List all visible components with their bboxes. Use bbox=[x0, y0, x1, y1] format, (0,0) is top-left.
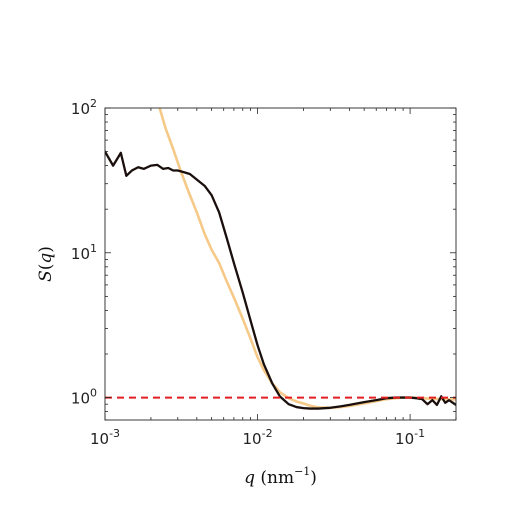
x-tick-label: 10-1 bbox=[395, 427, 425, 448]
series-layer bbox=[105, 108, 456, 410]
y-tick-label: 102 bbox=[71, 97, 97, 118]
series-line-2 bbox=[105, 150, 456, 410]
x-axis-label: q (nm−1) bbox=[244, 465, 317, 488]
y-axis-arg: q bbox=[36, 253, 56, 264]
x-axis-var: q bbox=[244, 468, 255, 488]
x-tick-label: 10-2 bbox=[243, 427, 273, 448]
y-axis-var: S bbox=[36, 270, 56, 282]
x-axis-unit-exp: −1 bbox=[294, 465, 310, 478]
x-tick-label: 10-3 bbox=[90, 427, 120, 448]
tick-labels: 10-3 10-2 10-1 100 101 102 bbox=[71, 97, 425, 448]
plot-background bbox=[105, 108, 456, 420]
x-axis-unit-open: ( bbox=[260, 468, 267, 488]
x-axis-unit-close: ) bbox=[310, 468, 317, 488]
y-axis-paren-open: ( bbox=[36, 264, 56, 271]
y-axis-label: S(q) bbox=[36, 246, 56, 282]
y-axis-paren-close: ) bbox=[36, 246, 56, 253]
x-axis-unit: nm bbox=[267, 468, 294, 488]
plot-frame bbox=[104, 107, 457, 421]
y-tick-label: 100 bbox=[71, 387, 97, 408]
y-tick-label: 101 bbox=[71, 242, 97, 263]
ticks-layer bbox=[104, 107, 457, 421]
